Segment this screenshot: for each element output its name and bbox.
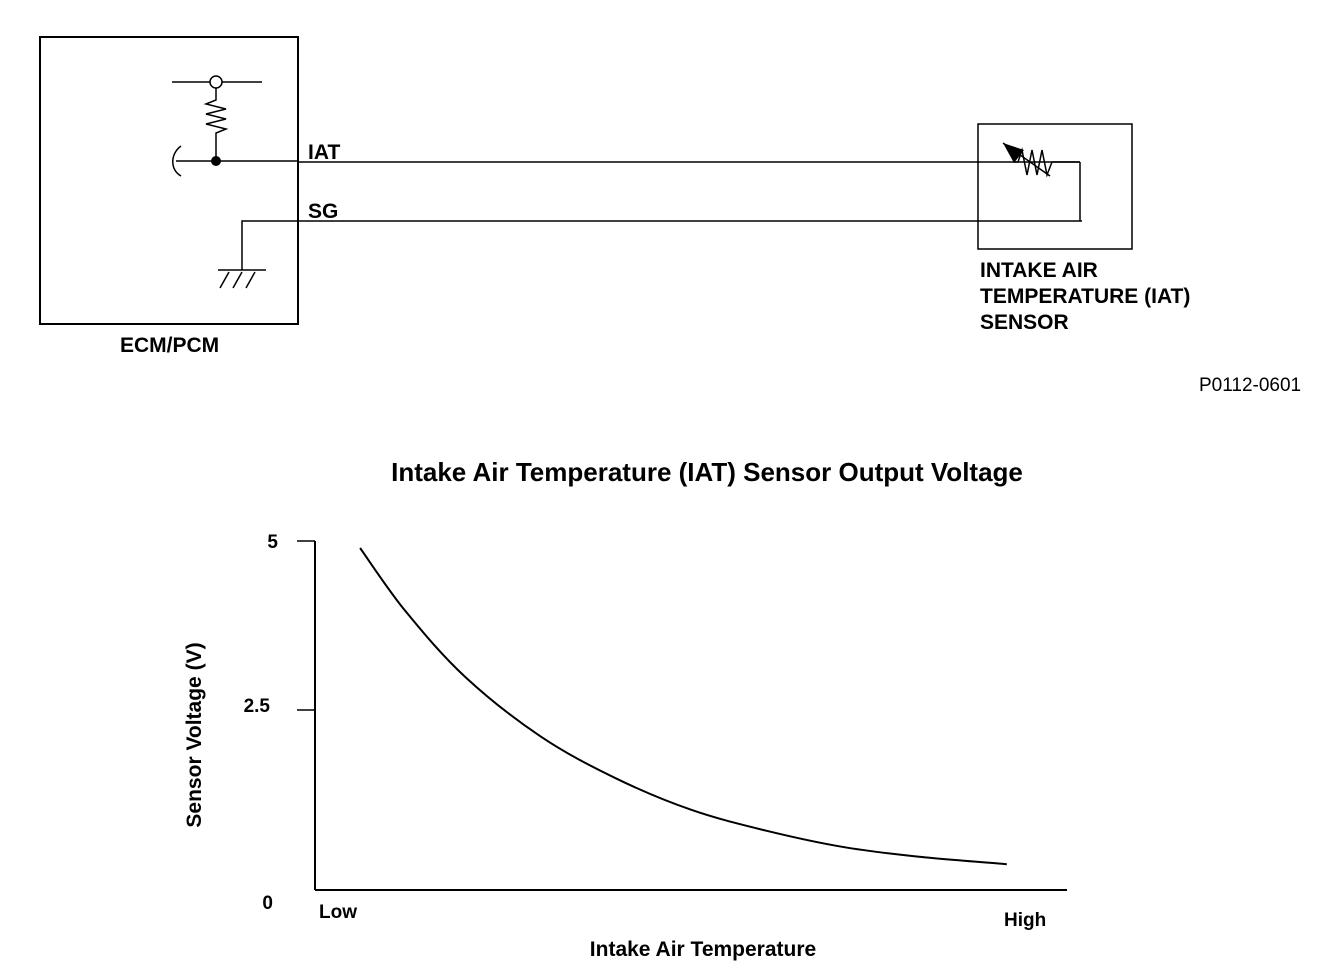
ecm-label: ECM/PCM [120, 334, 219, 357]
sensor-label-line-3: SENSOR [980, 311, 1069, 334]
thermistor-icon [1014, 147, 1080, 178]
x-axis-label: Intake Air Temperature [590, 938, 816, 961]
arrow-head-icon [1003, 143, 1024, 163]
junction-dot [211, 156, 221, 166]
sensor-label-line-2: TEMPERATURE (IAT) [980, 285, 1190, 308]
ground-icon [219, 271, 256, 289]
pullup-resistor-icon [203, 88, 229, 160]
y-axis-label: Sensor Voltage (V) [183, 642, 206, 827]
break-mark-icon [172, 145, 182, 177]
reference-code: P0112-0601 [1199, 375, 1301, 396]
ground-line [241, 220, 298, 270]
iat-wire-label: IAT [308, 141, 340, 164]
ecm-box [39, 36, 299, 325]
y-tick-label-0: 0 [262, 893, 273, 914]
x-tick-label-low: Low [319, 902, 357, 923]
y-tick-label-2-5: 2.5 [244, 696, 271, 717]
sensor-box [977, 123, 1133, 250]
sg-wire-label: SG [308, 200, 338, 223]
x-tick-label-high: High [1004, 910, 1046, 931]
chart-title: Intake Air Temperature (IAT) Sensor Outp… [391, 457, 1023, 487]
supply-terminal [209, 75, 223, 89]
voltage-chart: Intake Air Temperature (IAT) Sensor Outp… [183, 457, 1067, 961]
voltage-curve [359, 547, 1007, 866]
y-tick-label-5: 5 [267, 532, 278, 553]
sensor-label-line-1: INTAKE AIR [980, 259, 1098, 282]
schematic: IAT SG ECM/PCM INTAKE AIR TEMPERATURE (I… [39, 36, 1301, 396]
